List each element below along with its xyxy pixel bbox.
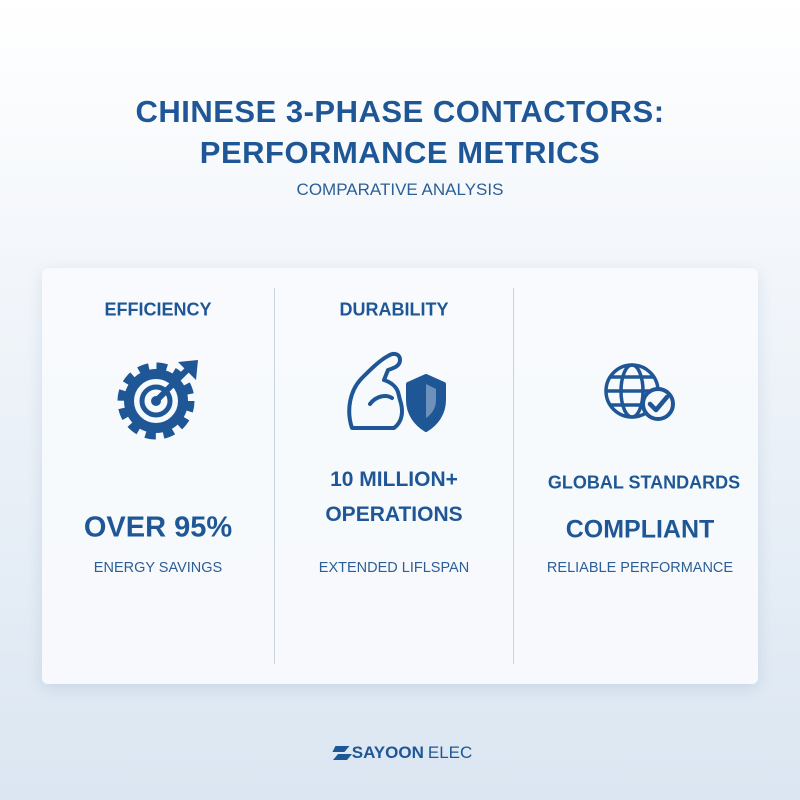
metrics-card [42,268,758,684]
card-heading: EFFICIENCY [104,299,212,320]
divider [513,288,514,664]
brand-suffix: ELEC [427,743,473,762]
divider [274,288,275,664]
card-metric: COMPLIANT [565,515,715,544]
card-metric: GLOBAL STANDARDS [547,472,741,493]
title-line: PERFORMANCE METRICS [199,135,601,170]
card-caption: EXTENDED LIFLSPAN [318,560,470,576]
logo-icon [332,746,353,760]
card-metric: OVER 95% [83,511,233,544]
title-line: CHINESE 3-PHASE CONTACTORS: [135,94,665,129]
footer: SAYOON ELEC [328,743,473,763]
card-metric: 10 MILLION+ [330,468,458,491]
card-caption: ENERGY SAVINGS [93,560,223,576]
subtitle: COMPARATIVE ANALYSIS [296,180,504,199]
brand-name: SAYOON [351,743,424,762]
gear-icon [117,360,198,440]
card-metric: OPERATIONS [325,503,463,526]
card-caption: RELIABLE PERFORMANCE [546,560,734,576]
card-heading: DURABILITY [339,299,449,320]
globe-check-icon [604,363,675,421]
arm-shield-icon [347,351,446,432]
